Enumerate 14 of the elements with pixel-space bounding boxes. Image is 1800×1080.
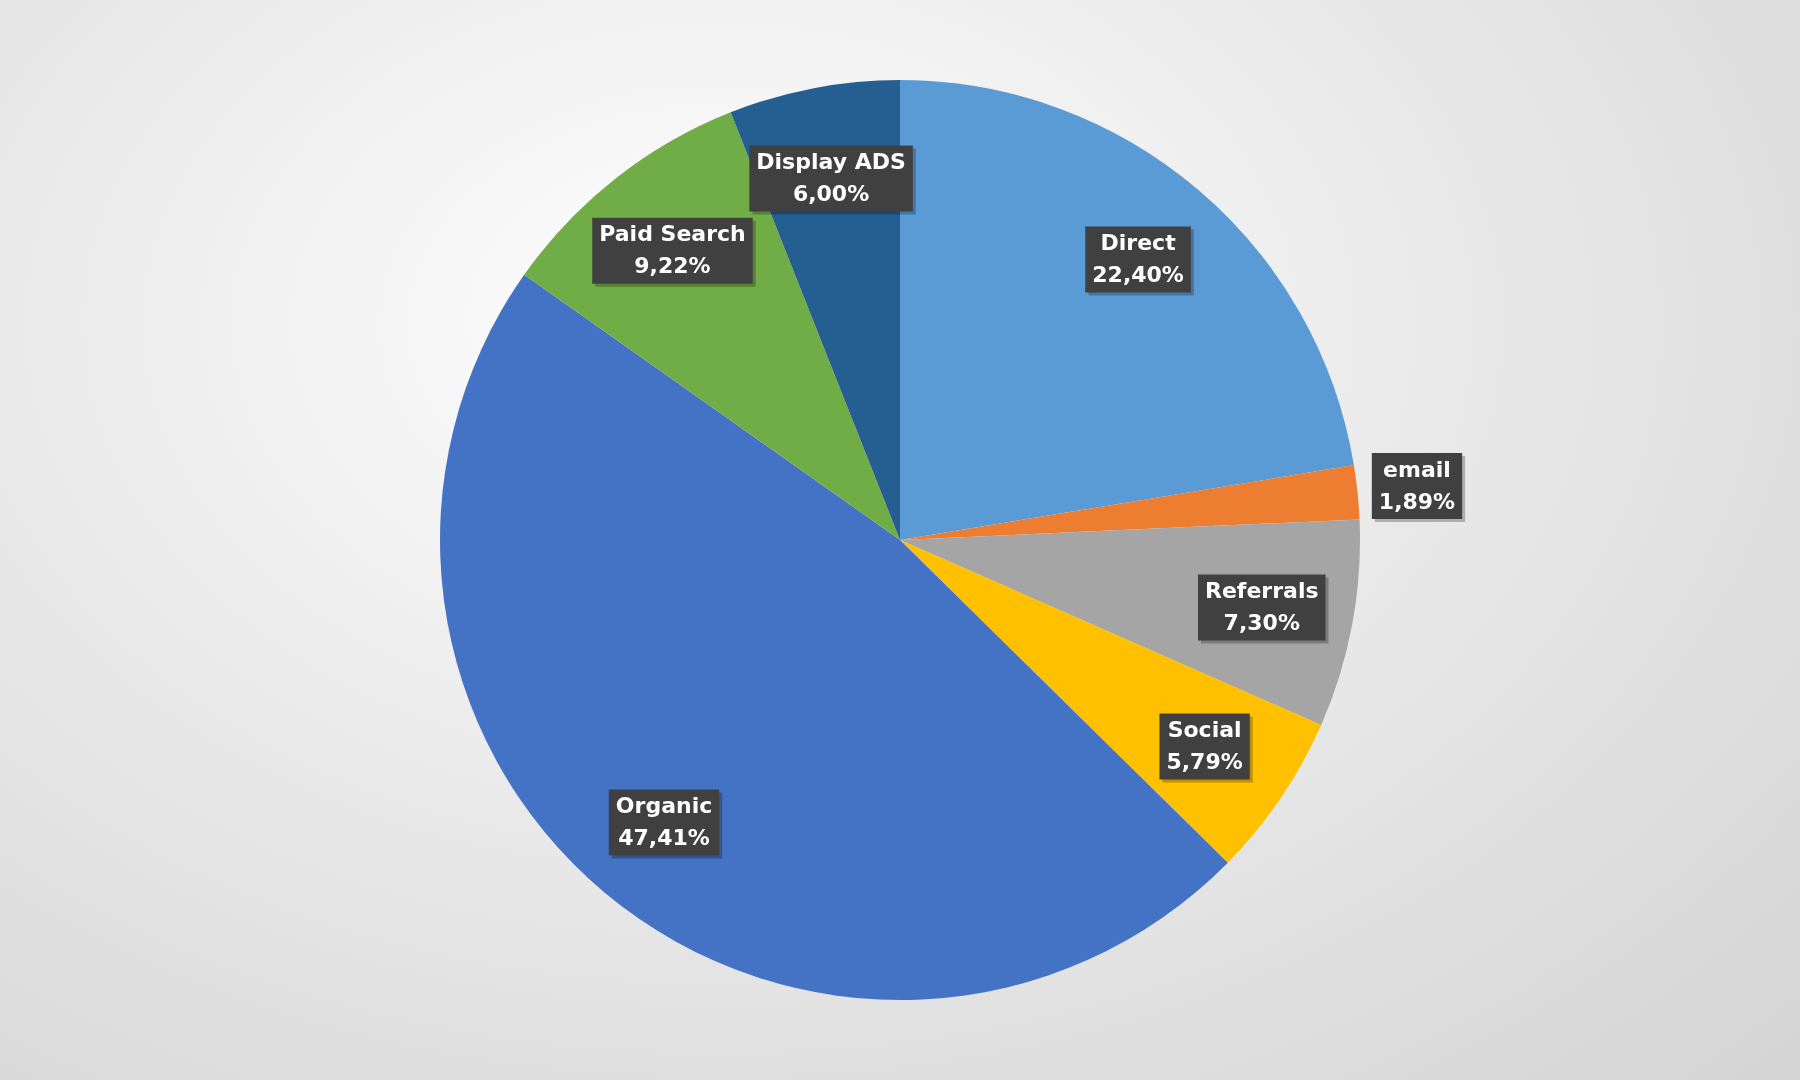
data-label: 6,00% <box>792 181 870 207</box>
data-label: 5,79% <box>1166 749 1243 775</box>
data-label: 9,22% <box>634 253 711 279</box>
data-label: 22,40% <box>1092 262 1184 288</box>
slice-label: Referrals <box>1204 578 1319 604</box>
slice-label: Direct <box>1100 230 1177 256</box>
data-label: 7,30% <box>1223 610 1300 636</box>
data-label: 1,89% <box>1378 488 1456 514</box>
slice-label: Social <box>1167 717 1242 743</box>
slice-label: Display ADS <box>756 149 906 175</box>
slice-label: Paid Search <box>599 221 746 247</box>
data-label: 47,41% <box>618 825 710 851</box>
slice-label: email <box>1383 456 1451 482</box>
slice-label: Organic <box>615 793 713 819</box>
